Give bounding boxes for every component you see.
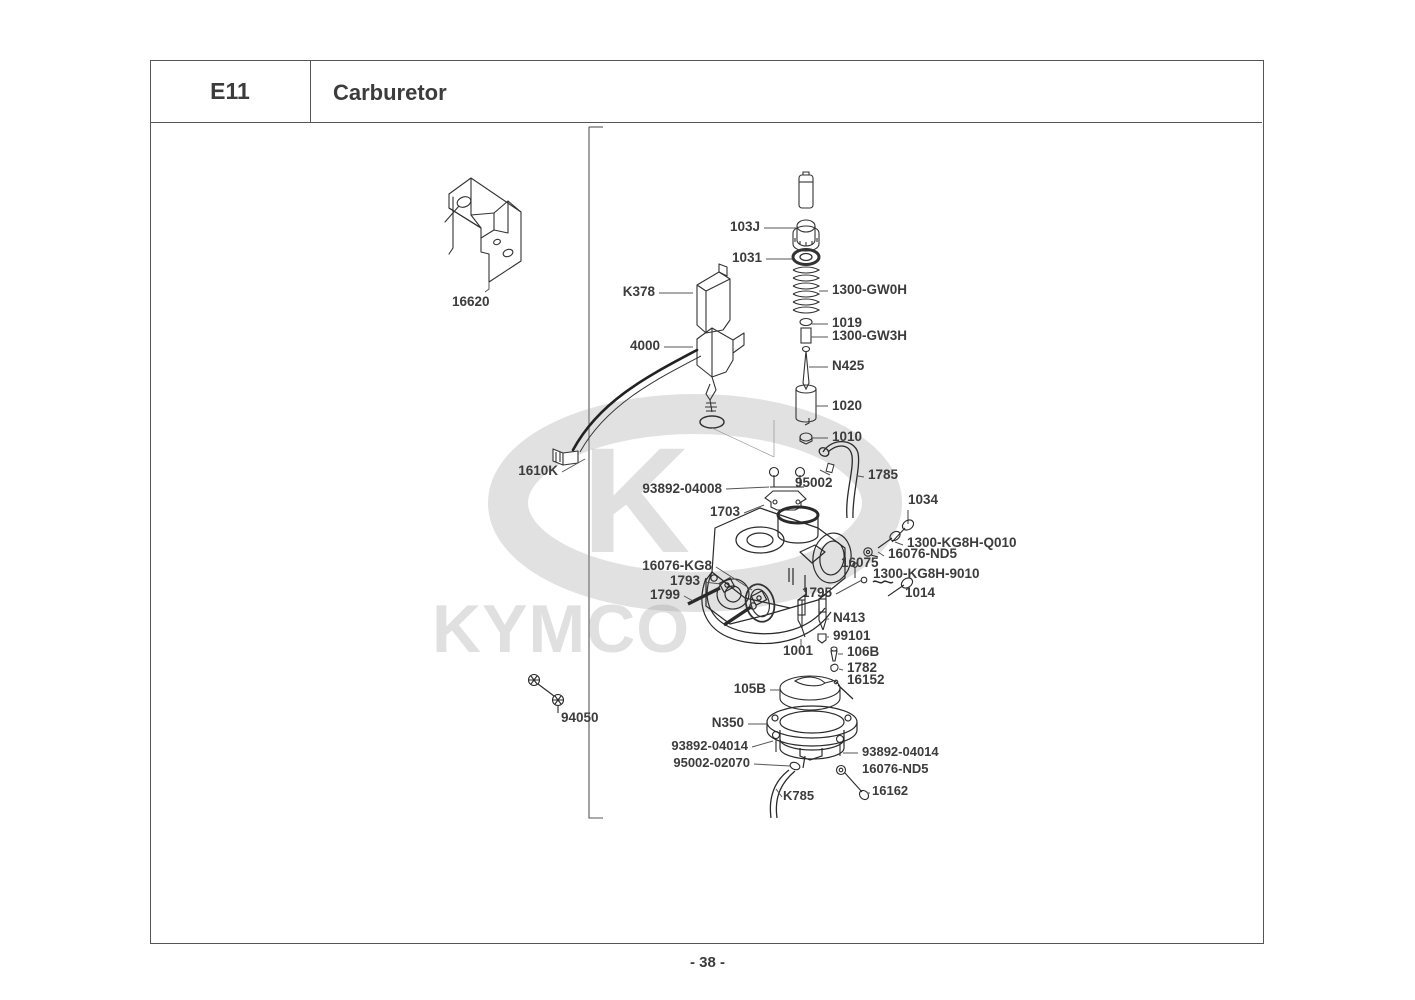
- svg-text:16076-KG8: 16076-KG8: [642, 558, 712, 573]
- svg-text:1610K: 1610K: [518, 463, 558, 478]
- svg-text:16076-ND5: 16076-ND5: [862, 761, 929, 776]
- svg-text:1034: 1034: [908, 492, 939, 507]
- svg-text:99101: 99101: [833, 628, 871, 643]
- svg-text:16152: 16152: [847, 672, 885, 687]
- svg-text:N425: N425: [832, 358, 865, 373]
- svg-text:N413: N413: [833, 610, 866, 625]
- svg-text:1014: 1014: [905, 585, 936, 600]
- svg-text:93892-04014: 93892-04014: [862, 744, 939, 759]
- svg-text:16076-ND5: 16076-ND5: [888, 546, 958, 561]
- svg-text:105B: 105B: [734, 681, 767, 696]
- svg-text:K785: K785: [783, 788, 814, 803]
- svg-text:1300-KG8H-9010: 1300-KG8H-9010: [873, 566, 980, 581]
- svg-text:95002-02070: 95002-02070: [673, 755, 750, 770]
- svg-text:4000: 4000: [630, 338, 660, 353]
- svg-text:103J: 103J: [730, 219, 760, 234]
- svg-text:1020: 1020: [832, 398, 862, 413]
- svg-text:1795: 1795: [802, 585, 833, 600]
- svg-text:N350: N350: [712, 715, 744, 730]
- svg-text:1785: 1785: [868, 467, 899, 482]
- svg-text:1300-GW0H: 1300-GW0H: [832, 282, 907, 297]
- svg-text:1703: 1703: [710, 504, 741, 519]
- svg-text:1793: 1793: [670, 573, 701, 588]
- svg-text:93892-04008: 93892-04008: [642, 481, 722, 496]
- svg-text:K378: K378: [623, 284, 656, 299]
- svg-text:95002: 95002: [795, 475, 833, 490]
- svg-text:KYMCO: KYMCO: [432, 591, 690, 667]
- svg-text:1300-GW3H: 1300-GW3H: [832, 328, 907, 343]
- svg-text:16162: 16162: [872, 783, 908, 798]
- svg-text:16620: 16620: [452, 294, 490, 309]
- svg-text:1031: 1031: [732, 250, 763, 265]
- svg-text:94050: 94050: [561, 710, 599, 725]
- svg-text:1799: 1799: [650, 587, 680, 602]
- svg-text:1001: 1001: [783, 643, 814, 658]
- svg-text:106B: 106B: [847, 644, 880, 659]
- svg-text:93892-04014: 93892-04014: [671, 738, 748, 753]
